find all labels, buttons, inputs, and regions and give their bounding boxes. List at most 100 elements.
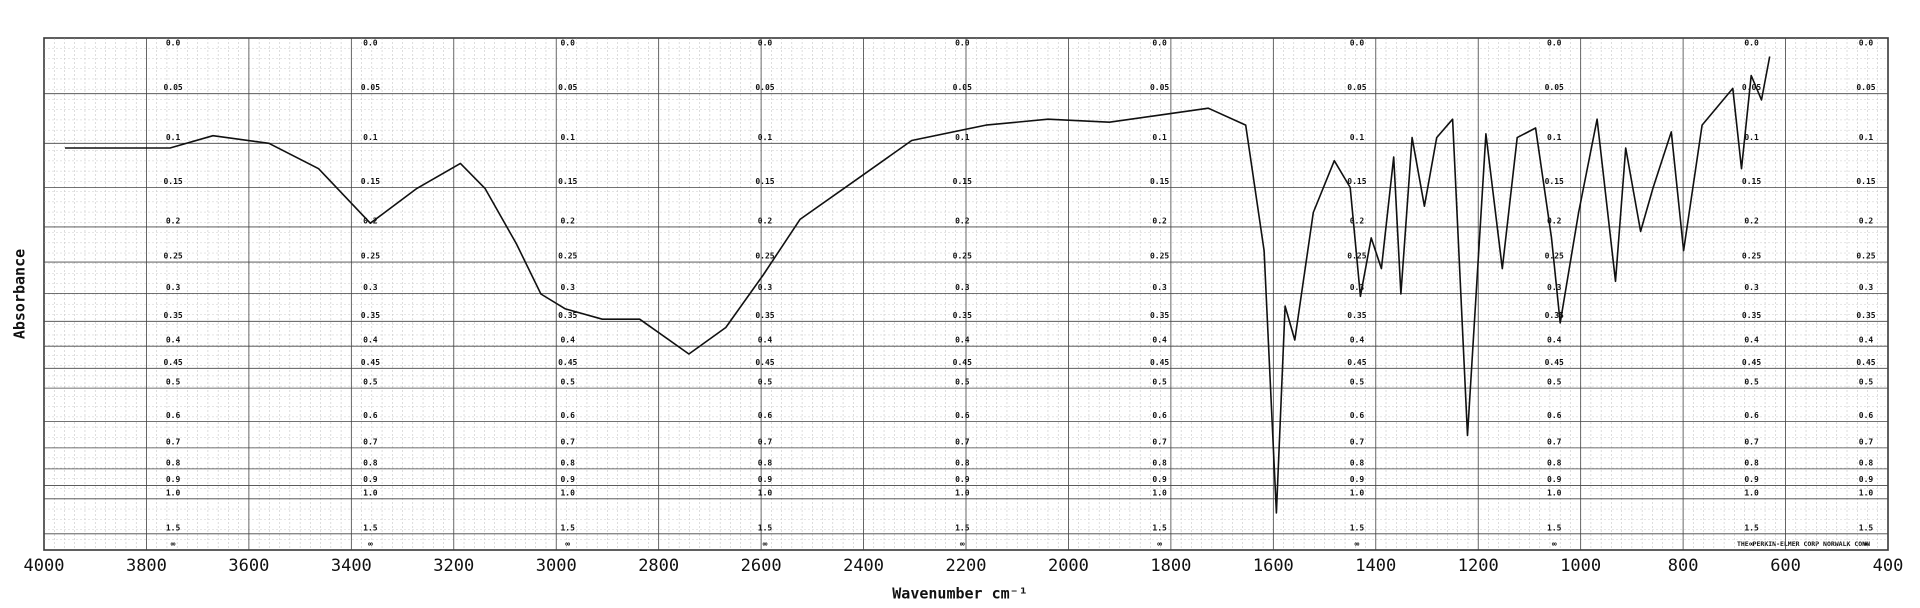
y-tick-label: ∞ <box>565 540 570 549</box>
y-tick-label: 0.9 <box>560 475 575 484</box>
y-tick-label: 1.5 <box>758 523 773 532</box>
y-tick-label: 1.5 <box>955 523 970 532</box>
y-tick-label: 0.5 <box>1744 378 1759 387</box>
y-tick-label: 0.6 <box>1547 411 1562 420</box>
y-tick-label: 1.0 <box>1350 488 1365 497</box>
y-tick-label: 0.35 <box>1856 311 1875 320</box>
y-tick-label: 0.45 <box>953 358 972 367</box>
y-tick-label: 0.2 <box>1547 216 1562 225</box>
y-tick-label: 0.8 <box>1152 458 1167 467</box>
y-axis-label: Absorbance <box>11 249 29 339</box>
y-tick-label: 0.7 <box>1350 437 1365 446</box>
y-tick-label: 0.35 <box>1742 311 1761 320</box>
y-tick-label: 0.0 <box>560 39 575 48</box>
y-tick-label: 0.2 <box>1152 216 1167 225</box>
x-tick-label: 2200 <box>946 556 987 576</box>
y-tick-label: 0.15 <box>1347 177 1366 186</box>
x-tick-label: 2600 <box>741 556 782 576</box>
y-tick-label: 0.15 <box>1150 177 1169 186</box>
y-tick-label: 0.7 <box>166 437 181 446</box>
y-tick-label: 0.35 <box>1545 311 1564 320</box>
y-tick-label: 1.5 <box>1859 523 1874 532</box>
y-tick-label: 0.8 <box>1744 458 1759 467</box>
y-tick-label: 0.35 <box>953 311 972 320</box>
y-tick-label: 0.05 <box>1856 83 1875 92</box>
x-tick-label: 4000 <box>24 556 65 576</box>
y-tick-label: 0.3 <box>1744 283 1759 292</box>
y-tick-label: 0.35 <box>1150 311 1169 320</box>
y-tick-label: 0.45 <box>1150 358 1169 367</box>
y-tick-label: 0.05 <box>755 83 774 92</box>
y-tick-label: 0.6 <box>1152 411 1167 420</box>
y-tick-label: 1.5 <box>363 523 378 532</box>
y-tick-label: 0.25 <box>1856 252 1875 261</box>
y-tick-label: ∞ <box>171 540 176 549</box>
y-tick-label: 0.3 <box>758 283 773 292</box>
y-tick-label: ∞ <box>960 540 965 549</box>
x-tick-label: 3600 <box>228 556 269 576</box>
y-tick-label: 0.2 <box>1350 216 1365 225</box>
y-tick-label: 1.0 <box>1859 488 1874 497</box>
y-tick-label: 0.2 <box>1859 216 1874 225</box>
y-tick-label: 0.6 <box>166 411 181 420</box>
y-tick-label: 0.05 <box>1545 83 1564 92</box>
y-tick-label: 0.6 <box>758 411 773 420</box>
x-tick-label: 3200 <box>433 556 474 576</box>
y-tick-label: 0.35 <box>1347 311 1366 320</box>
y-tick-label: 1.0 <box>1547 488 1562 497</box>
y-tick-label: 1.0 <box>1152 488 1167 497</box>
x-tick-label: 2000 <box>1048 556 1089 576</box>
y-tick-label: 0.5 <box>1547 378 1562 387</box>
y-tick-label: 0.9 <box>1350 475 1365 484</box>
y-tick-label: 0.8 <box>1859 458 1874 467</box>
x-tick-label: 2800 <box>638 556 679 576</box>
y-tick-label: 0.1 <box>1350 133 1365 142</box>
y-tick-label: 0.4 <box>560 336 575 345</box>
y-tick-label: 0.8 <box>363 458 378 467</box>
y-tick-label: 1.0 <box>1744 488 1759 497</box>
y-tick-label: 0.3 <box>166 283 181 292</box>
x-tick-label: 1600 <box>1253 556 1294 576</box>
y-tick-label: 0.3 <box>560 283 575 292</box>
y-tick-label: 1.5 <box>1744 523 1759 532</box>
y-tick-label: 0.05 <box>953 83 972 92</box>
y-tick-label: ∞ <box>1552 540 1557 549</box>
y-tick-label: 0.5 <box>363 378 378 387</box>
y-tick-label: ∞ <box>1749 540 1754 549</box>
y-tick-label: 0.35 <box>558 311 577 320</box>
y-tick-label: 0.15 <box>1856 177 1875 186</box>
y-tick-label: 0.25 <box>1545 252 1564 261</box>
x-tick-label: 800 <box>1668 556 1699 576</box>
x-tick-label: 2400 <box>843 556 884 576</box>
x-tick-label: 400 <box>1873 556 1904 576</box>
y-tick-label: 0.3 <box>363 283 378 292</box>
y-tick-label: 0.15 <box>1742 177 1761 186</box>
y-tick-label: 0.2 <box>560 216 575 225</box>
y-tick-label: 0.05 <box>558 83 577 92</box>
spectrum-line <box>65 56 1771 514</box>
x-tick-label: 3800 <box>126 556 167 576</box>
y-tick-label: 0.05 <box>361 83 380 92</box>
y-tick-label: 0.1 <box>1152 133 1167 142</box>
y-tick-label: 0.3 <box>1859 283 1874 292</box>
y-tick-label: 0.4 <box>363 336 378 345</box>
y-tick-label: 0.7 <box>1152 437 1167 446</box>
y-tick-label: 0.4 <box>758 336 773 345</box>
y-tick-label: 0.8 <box>1547 458 1562 467</box>
y-tick-label: 0.45 <box>361 358 380 367</box>
y-tick-label: 0.0 <box>363 39 378 48</box>
y-tick-label: ∞ <box>1157 540 1162 549</box>
y-tick-label: 0.35 <box>163 311 182 320</box>
y-tick-label: 0.45 <box>1347 358 1366 367</box>
y-tick-label: 0.3 <box>1350 283 1365 292</box>
y-tick-label: 1.5 <box>1350 523 1365 532</box>
y-tick-label: 0.15 <box>755 177 774 186</box>
y-tick-label: 0.1 <box>1744 133 1759 142</box>
y-tick-label: 0.9 <box>363 475 378 484</box>
y-tick-label: 0.25 <box>1150 252 1169 261</box>
y-tick-label: 0.0 <box>1152 39 1167 48</box>
y-tick-label: 0.7 <box>1744 437 1759 446</box>
y-tick-label: 1.5 <box>1152 523 1167 532</box>
y-tick-label: 0.5 <box>758 378 773 387</box>
